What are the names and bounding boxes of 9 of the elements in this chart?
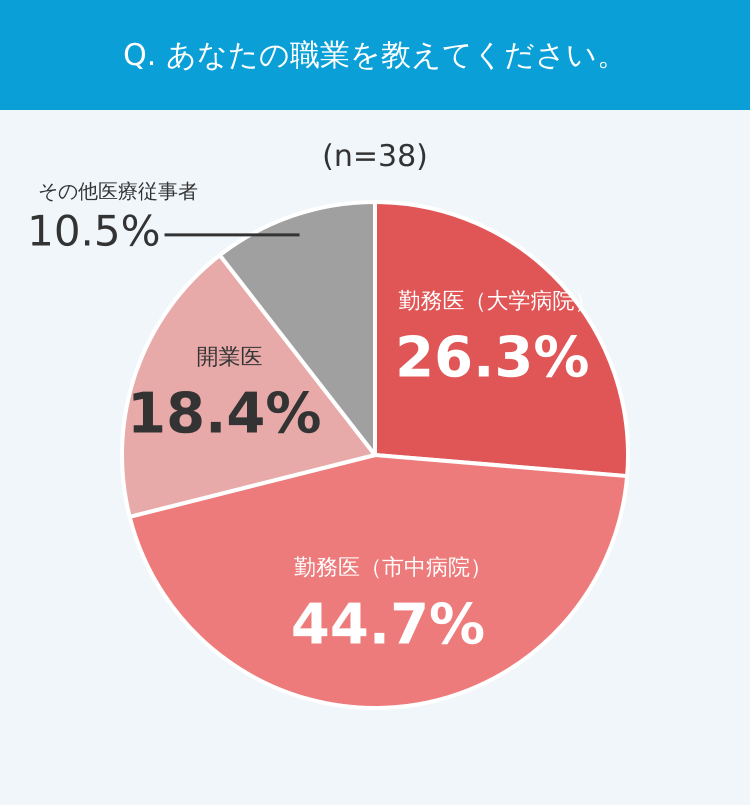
data-label: 44.7% (290, 592, 486, 658)
slice-label: その他医療従事者 (38, 179, 198, 204)
slice-label: 開業医 (196, 344, 262, 370)
chart-subtitle: (n=38) (322, 138, 428, 174)
data-label: 18.4% (127, 382, 322, 447)
slice-label: 勤務医（市中病院） (294, 556, 492, 581)
chart-title: Q. あなたの職業を教えてください。 (0, 0, 750, 110)
data-label: 26.3% (395, 326, 590, 391)
data-label: 10.5% (27, 206, 161, 256)
